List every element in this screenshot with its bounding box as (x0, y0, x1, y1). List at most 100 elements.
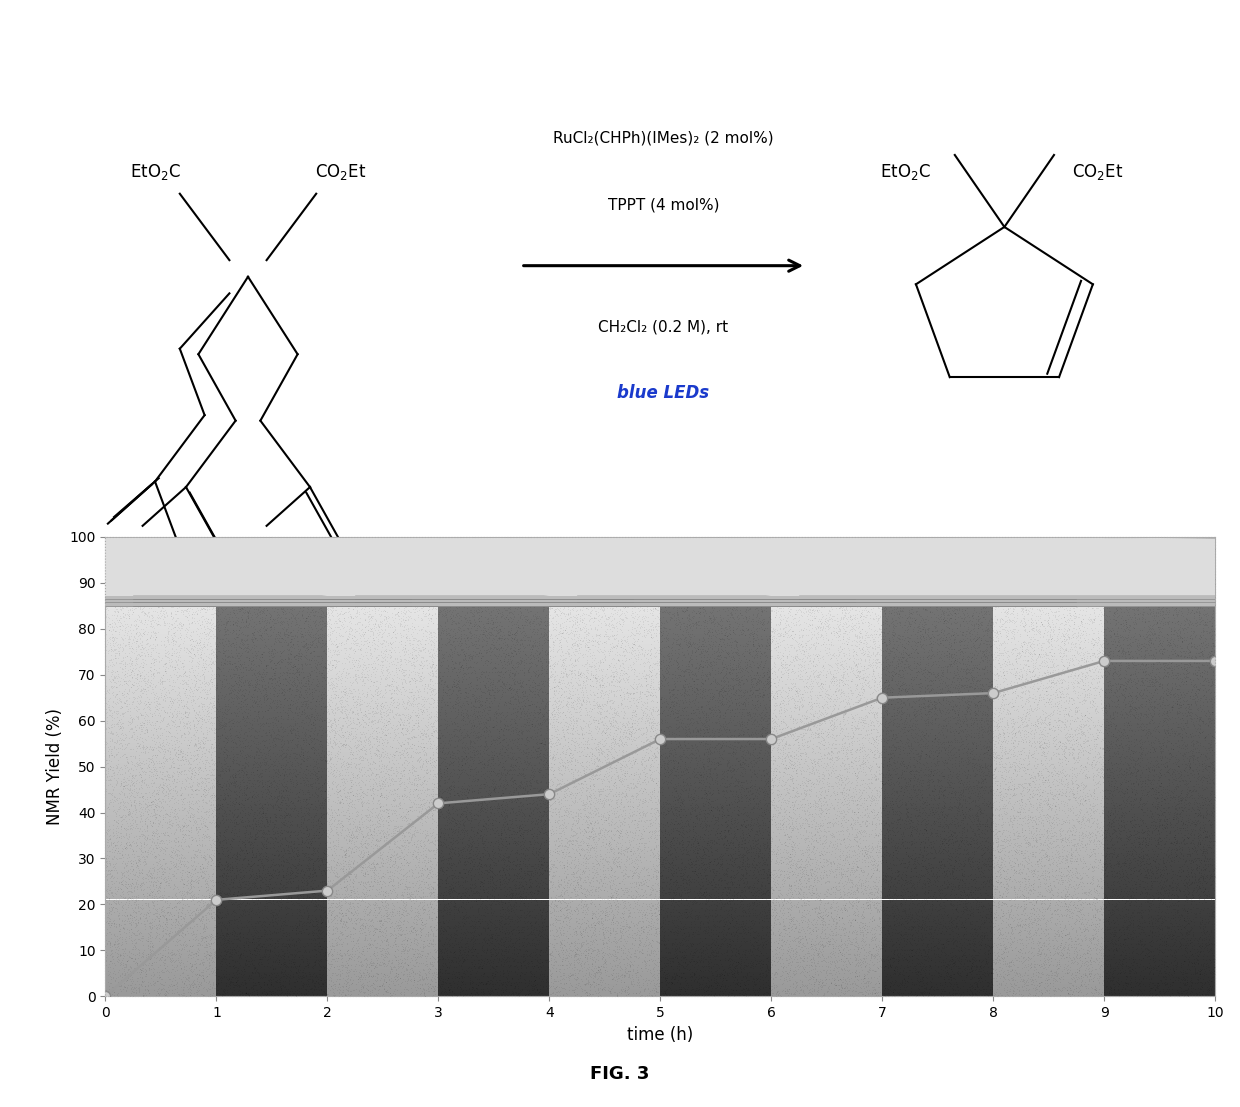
Point (1102, 737, 1122, 755)
Point (973, 780, 993, 798)
Point (503, 778, 523, 796)
Point (97, 825, 117, 842)
Point (792, 562, 812, 580)
Point (97, 752, 117, 769)
Point (960, 612, 980, 630)
Point (546, 612, 565, 630)
Point (532, 789, 552, 807)
Point (900, 758, 920, 776)
Point (1194, 568, 1214, 586)
Point (370, 899, 389, 917)
Point (590, 824, 610, 841)
Point (688, 951, 708, 969)
Point (1091, 573, 1111, 591)
Point (1063, 799, 1083, 817)
Point (1156, 700, 1176, 717)
Point (578, 939, 598, 956)
Point (275, 969, 295, 986)
Point (186, 944, 206, 962)
Point (267, 699, 286, 716)
Point (781, 824, 801, 841)
Point (650, 858, 670, 876)
Point (557, 867, 577, 884)
Point (371, 675, 391, 693)
Point (841, 607, 861, 624)
Point (558, 628, 578, 645)
Point (212, 877, 232, 894)
Point (100, 829, 120, 847)
Point (1177, 973, 1197, 991)
Point (330, 593, 350, 611)
Point (288, 784, 308, 801)
Point (243, 860, 263, 878)
Point (753, 748, 773, 766)
Point (812, 834, 832, 851)
Point (1004, 650, 1024, 668)
Point (290, 821, 310, 839)
Point (611, 639, 631, 656)
Point (465, 955, 485, 973)
Point (1178, 649, 1198, 666)
Point (999, 569, 1019, 587)
Point (963, 607, 983, 624)
Point (428, 809, 448, 827)
Point (914, 632, 934, 650)
Point (417, 700, 436, 717)
Point (1090, 536, 1110, 554)
Point (557, 807, 577, 825)
Point (719, 623, 739, 641)
Point (1064, 837, 1084, 855)
Point (1060, 665, 1080, 683)
Point (734, 754, 754, 772)
Point (454, 816, 474, 834)
Point (115, 889, 135, 907)
Point (494, 706, 513, 724)
Point (911, 544, 931, 561)
Point (448, 675, 467, 693)
Point (805, 668, 825, 685)
Point (624, 545, 644, 562)
Point (517, 987, 537, 1005)
Point (613, 602, 632, 620)
Point (334, 563, 353, 581)
Point (1189, 835, 1209, 852)
Point (185, 715, 205, 733)
Point (1100, 578, 1120, 596)
Point (219, 684, 239, 702)
Point (570, 710, 590, 727)
Point (281, 958, 301, 975)
Point (113, 965, 133, 983)
Point (954, 846, 973, 863)
Point (732, 866, 751, 883)
Point (568, 804, 588, 821)
Point (694, 867, 714, 884)
Point (533, 910, 553, 928)
Point (1079, 660, 1099, 677)
Point (381, 963, 401, 981)
Point (247, 840, 267, 858)
Point (1085, 853, 1105, 871)
Point (126, 614, 146, 632)
Point (1011, 872, 1030, 890)
Point (141, 932, 161, 950)
Point (450, 724, 470, 742)
Point (711, 753, 730, 770)
Point (148, 865, 167, 882)
Point (401, 935, 420, 953)
Point (350, 876, 370, 893)
Point (1099, 803, 1118, 820)
Point (291, 713, 311, 731)
Point (489, 884, 508, 902)
Point (882, 730, 901, 747)
Point (1012, 869, 1032, 887)
Point (1084, 586, 1104, 603)
Point (1066, 732, 1086, 749)
Point (790, 938, 810, 955)
Point (280, 623, 300, 641)
Point (1069, 579, 1089, 597)
Point (312, 738, 332, 756)
Point (1133, 651, 1153, 669)
Point (527, 745, 547, 763)
Point (697, 977, 717, 995)
Point (1189, 805, 1209, 823)
